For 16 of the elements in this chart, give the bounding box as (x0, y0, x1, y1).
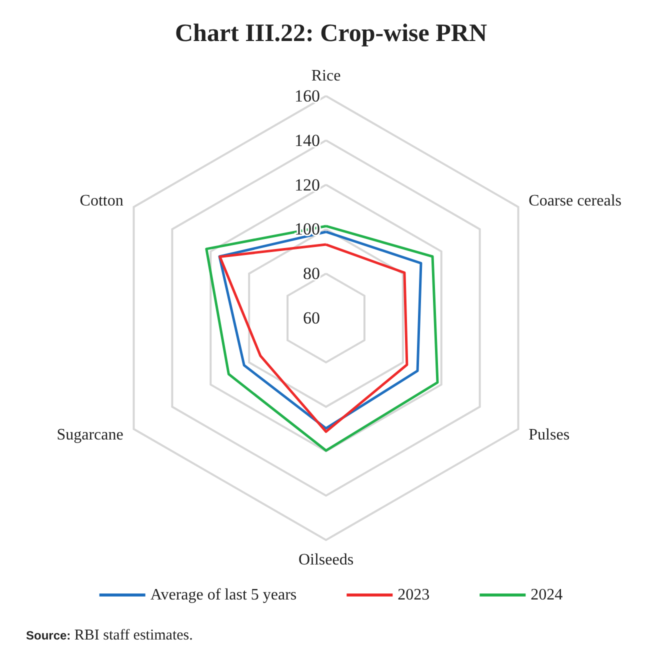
legend-label: 2023 (398, 586, 430, 604)
spoke-label: Coarse cereals (528, 192, 622, 210)
spoke-label: Cotton (80, 192, 124, 210)
spoke-label: Sugarcane (56, 426, 124, 444)
y-tick-label: 60 (303, 308, 320, 328)
y-tick-label: 160 (294, 86, 320, 106)
y-tick-label: 140 (294, 130, 320, 150)
chart-title: Chart III.22: Crop-wise PRN (174, 20, 488, 47)
spoke-label: Pulses (528, 426, 570, 444)
source-note: Source: RBI staff estimates. (26, 628, 193, 644)
y-tick-label: 80 (303, 264, 320, 284)
legend-label: Average of last 5 years (150, 586, 297, 604)
spoke-label: Rice (311, 68, 341, 84)
spoke-label: Oilseeds (298, 552, 354, 568)
legend-label: 2024 (530, 586, 563, 604)
y-tick-label: 120 (294, 175, 320, 194)
